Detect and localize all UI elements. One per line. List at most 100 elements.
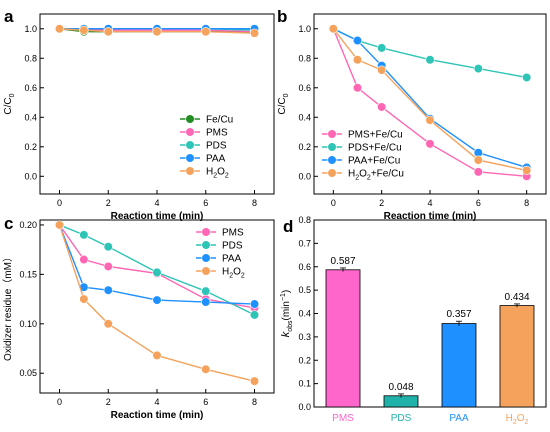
legend-marker [201, 240, 211, 250]
data-point [377, 102, 387, 112]
x-tick-label: 2 [106, 397, 111, 407]
data-point [152, 27, 162, 37]
data-point [352, 55, 363, 65]
y-axis-label: kobs(min−1) [280, 290, 294, 338]
legend-label: PAA+Fe/Cu [348, 156, 400, 167]
legend-label: Fe/Cu [206, 115, 233, 126]
legend-label: PMS [206, 128, 228, 139]
data-point [103, 27, 113, 37]
y-axis-label: C/C0 [3, 93, 16, 114]
bar-value-label: 0.357 [446, 309, 471, 320]
data-point [352, 35, 363, 46]
legend-marker [327, 142, 337, 152]
legend-marker [185, 140, 195, 150]
x-tick-label: 4 [427, 198, 432, 208]
y-axis-label: C/C0 [277, 93, 290, 114]
x-axis-label: Reaction time (min) [384, 211, 477, 222]
data-point [79, 294, 89, 304]
data-point [152, 350, 162, 361]
data-point [522, 72, 532, 83]
data-point [201, 27, 211, 37]
bar-0 [325, 269, 361, 408]
data-point [377, 43, 387, 53]
x-tick-label: 0 [331, 198, 336, 208]
data-point [103, 261, 113, 272]
series-line-2 [58, 224, 255, 305]
data-point [79, 254, 89, 265]
data-point [473, 167, 483, 177]
data-point [352, 83, 363, 93]
data-point [201, 297, 211, 307]
data-point [425, 139, 435, 149]
data-point [79, 230, 89, 240]
legend-marker [185, 114, 195, 124]
y-tick-label: 0.5 [298, 285, 311, 295]
category-label: PMS [332, 413, 354, 424]
x-tick-label: 8 [252, 397, 257, 407]
y-tick-label: 0.2 [298, 355, 311, 365]
data-point [249, 28, 260, 38]
y-tick-label: 0.3 [298, 332, 311, 342]
y-tick-label: 0.20 [19, 220, 37, 230]
panel-label-d: d [283, 217, 293, 236]
data-point [425, 115, 435, 125]
x-axis-label: Reaction time (min) [111, 410, 204, 421]
x-tick-label: 0 [57, 397, 62, 407]
legend-label: H2O2 [222, 267, 245, 280]
legend-marker [185, 166, 195, 176]
y-tick-label: 1.0 [298, 24, 311, 34]
legend-label: H2O2 [206, 167, 229, 180]
category-label: PDS [391, 413, 412, 424]
data-point [201, 286, 211, 296]
series-line-0 [58, 224, 255, 309]
y-tick-label: 1.0 [24, 24, 37, 34]
data-point [425, 55, 435, 65]
series-line-3 [332, 28, 527, 172]
y-tick-label: 0.8 [298, 53, 311, 63]
category-label: PAA [449, 413, 469, 424]
y-tick-label: 0.0 [24, 171, 37, 181]
x-tick-label: 4 [154, 397, 159, 407]
legend-marker [201, 227, 211, 237]
series-line-3 [58, 224, 255, 382]
y-tick-label: 0.8 [24, 53, 37, 63]
y-tick-label: 0.8 [298, 215, 311, 225]
data-point [377, 65, 387, 75]
legend-label: PMS+Fe/Cu [348, 130, 403, 141]
y-tick-label: 0.2 [24, 142, 37, 152]
legend-marker [185, 127, 195, 137]
legend-marker [201, 253, 211, 263]
x-tick-label: 6 [203, 198, 208, 208]
y-tick-label: 0.6 [298, 262, 311, 272]
y-axis-label: Oxidizer residue（mM） [2, 252, 14, 361]
bar-value-label: 0.434 [504, 292, 529, 303]
data-point [522, 165, 532, 175]
legend-label: PMS [222, 228, 244, 239]
series-line-0 [332, 28, 527, 177]
x-tick-label: 2 [379, 198, 384, 208]
y-tick-label: 0.6 [298, 83, 311, 93]
y-tick-label: 0.0 [298, 171, 311, 181]
y-tick-label: 0.1 [298, 379, 311, 389]
category-label: H2O2 [506, 413, 529, 426]
data-point [103, 242, 113, 252]
legend-label: H2O2+Fe/Cu [348, 169, 404, 182]
legend-marker [185, 153, 195, 163]
panel-label-b: b [277, 7, 287, 26]
y-tick-label: 0.10 [19, 319, 37, 329]
data-point [152, 295, 162, 305]
data-point [473, 155, 483, 165]
data-point [201, 364, 211, 374]
legend-label: PDS [206, 141, 227, 152]
y-tick-label: 0.7 [298, 238, 311, 248]
y-tick-label: 0.2 [298, 142, 311, 152]
data-point [54, 24, 65, 34]
data-point [473, 63, 483, 74]
y-tick-label: 0.4 [298, 309, 311, 319]
x-tick-label: 8 [524, 198, 529, 208]
y-tick-label: 0.0 [298, 402, 311, 412]
data-point [103, 319, 113, 329]
bar-2 [441, 323, 477, 408]
panel-label-a: a [4, 7, 14, 26]
